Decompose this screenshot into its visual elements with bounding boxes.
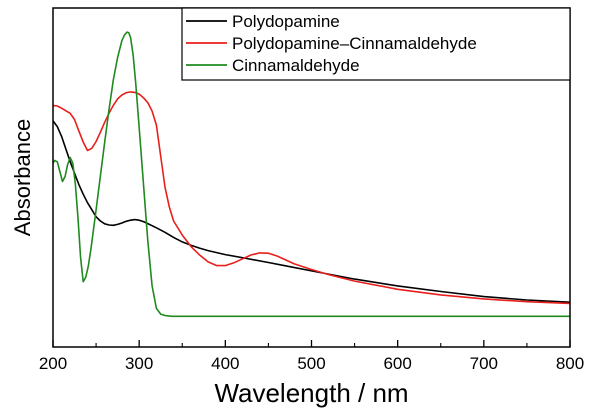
x-tick-label: 400 <box>211 354 239 373</box>
x-axis-title: Wavelength / nm <box>214 378 408 408</box>
y-axis-title: Absorbance <box>10 119 35 236</box>
series-line-0 <box>53 120 570 303</box>
legend-box <box>181 7 571 81</box>
x-tick-label: 200 <box>39 354 67 373</box>
x-tick-label: 300 <box>125 354 153 373</box>
series-line-1 <box>53 91 570 305</box>
x-tick-label: 600 <box>383 354 411 373</box>
series-line-2 <box>53 31 570 318</box>
x-tick-label: 500 <box>297 354 325 373</box>
legend-label-2: Cinnamaldehyde <box>232 56 360 75</box>
legend: Polydopamine Polydopamine–Cinnamaldehyde C… <box>181 7 571 81</box>
legend-label-0: Polydopamine <box>232 12 340 31</box>
x-tick-label: 800 <box>556 354 584 373</box>
legend-label-1: Polydopamine–Cinnamaldehyde <box>232 34 477 53</box>
x-axis-ticks: 200 300 400 500 600 700 800 <box>39 340 584 373</box>
x-tick-label: 700 <box>470 354 498 373</box>
plot-lines <box>53 31 570 318</box>
